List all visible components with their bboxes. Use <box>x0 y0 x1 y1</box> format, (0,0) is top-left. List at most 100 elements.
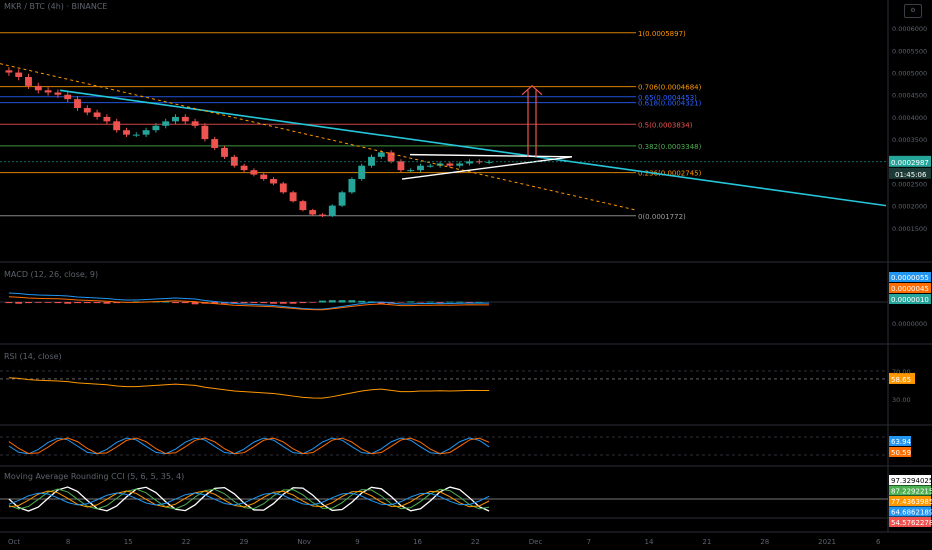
macd-histogram-bar <box>368 301 375 303</box>
stoch-value-label: 50.59 <box>891 449 911 457</box>
stoch-value-badge <box>889 447 911 457</box>
candle-body <box>221 147 228 157</box>
fib-level-label: 0.618(0.0004321) <box>638 100 702 108</box>
candle-body <box>338 192 346 206</box>
time-axis-label: 21 <box>702 538 711 546</box>
chart-settings-button[interactable]: ⚙ <box>904 4 922 18</box>
price-tick-label: 0.0006000 <box>892 25 927 33</box>
last-price-label: 0.0002987 <box>891 159 929 167</box>
candle-body <box>377 152 385 157</box>
candle-body <box>446 163 454 166</box>
time-axis-label: 14 <box>645 538 654 546</box>
last-price-badge <box>889 155 931 167</box>
candle-body <box>123 130 130 135</box>
candle-body <box>191 121 199 126</box>
time-axis-label: Nov <box>297 538 311 546</box>
rsi-line <box>8 377 490 399</box>
stoch-value-label: 63.94 <box>891 438 912 446</box>
candle-body <box>25 76 32 86</box>
candle-body <box>368 156 375 166</box>
macd-histogram-bar <box>319 300 326 303</box>
candle-body <box>230 156 238 166</box>
macd-value-badge <box>889 294 931 304</box>
macd-histogram-bar <box>191 302 199 305</box>
time-axis-label: 29 <box>239 538 248 546</box>
candle-body <box>279 183 287 193</box>
macd-histogram-bar <box>446 301 454 303</box>
hma-value-label: 54.5762278 <box>891 519 932 527</box>
macd-histogram-bar <box>407 301 415 303</box>
candle-body <box>426 165 434 167</box>
candle-body <box>289 192 297 202</box>
triangle-lower-line <box>401 156 573 180</box>
macd-value-label: 0.0000055 <box>891 274 929 282</box>
candle-body <box>211 139 219 148</box>
hma-line <box>8 490 490 508</box>
rsi-value-badge <box>889 372 915 384</box>
macd-histogram-bar <box>377 302 385 304</box>
macd-tick-label: 0.0000000 <box>892 320 927 328</box>
time-axis-label: 15 <box>124 538 133 546</box>
hma-value-badge <box>889 496 931 506</box>
macd-histogram-bar <box>54 302 62 304</box>
time-axis-label: Dec <box>529 538 543 546</box>
macd-histogram-bar <box>74 302 81 304</box>
price-tick-label: 0.0002500 <box>892 180 927 188</box>
candle-body <box>407 170 415 172</box>
macd-histogram-bar <box>299 302 307 304</box>
candle-body <box>397 161 405 171</box>
stoch-k-line <box>8 437 490 455</box>
macd-histogram-bar <box>426 301 434 303</box>
rsi-tick-label: 70.00 <box>892 368 911 376</box>
candle-body <box>64 94 72 100</box>
candle-body <box>34 85 42 91</box>
time-axis-label: 22 <box>471 538 480 546</box>
macd-histogram-bar <box>260 302 268 304</box>
macd-histogram-bar <box>270 302 277 304</box>
candle-body <box>162 121 170 126</box>
macd-histogram-bar <box>466 302 473 303</box>
hma-value-label: 87.2292215 <box>891 488 932 496</box>
countdown-badge <box>889 167 931 179</box>
time-axis-label: 2021 <box>818 538 836 546</box>
macd-histogram-bar <box>181 302 189 304</box>
candle-body <box>358 165 366 180</box>
macd-histogram-bar <box>15 302 23 304</box>
macd-histogram-bar <box>83 302 91 304</box>
candle-body <box>5 70 13 73</box>
descending-trendline <box>59 89 887 207</box>
candle-body <box>270 179 277 184</box>
macd-histogram-bar <box>397 302 405 303</box>
hma-title: Moving Average Rounding CCI (5, 6, 5, 35… <box>4 472 185 481</box>
candle-body <box>319 214 326 216</box>
time-axis-label: 7 <box>587 538 591 546</box>
macd-signal-line <box>8 296 490 311</box>
macd-title: MACD (12, 26, close, 9) <box>4 270 99 279</box>
hma-line <box>8 492 490 506</box>
macd-histogram-bar <box>309 302 317 303</box>
price-tick-label: 0.0004000 <box>892 114 927 122</box>
candle-body <box>172 116 179 122</box>
macd-histogram-bar <box>240 302 248 304</box>
macd-value-badge <box>889 283 931 293</box>
time-axis-label: Oct <box>8 538 20 546</box>
macd-line <box>8 292 490 310</box>
macd-histogram-bar <box>456 301 464 303</box>
stoch-d-line <box>8 437 490 455</box>
candle-body <box>250 170 258 175</box>
macd-histogram-bar <box>475 301 483 303</box>
macd-histogram-bar <box>113 302 121 304</box>
rsi-tick-label: 30.00 <box>892 396 911 404</box>
macd-histogram-bar <box>172 302 179 304</box>
candle-body <box>485 161 493 163</box>
hma-value-badge <box>889 475 931 485</box>
time-axis-label: 22 <box>182 538 191 546</box>
fib-level-label: 0.5(0.0003834) <box>638 121 693 129</box>
time-axis-label: 6 <box>876 538 881 546</box>
time-axis-label: 16 <box>413 538 422 546</box>
macd-histogram-bar <box>417 302 424 303</box>
price-tick-label: 0.0005000 <box>892 70 927 78</box>
price-tick-label: 0.0004500 <box>892 92 927 100</box>
macd-histogram-bar <box>211 302 219 304</box>
